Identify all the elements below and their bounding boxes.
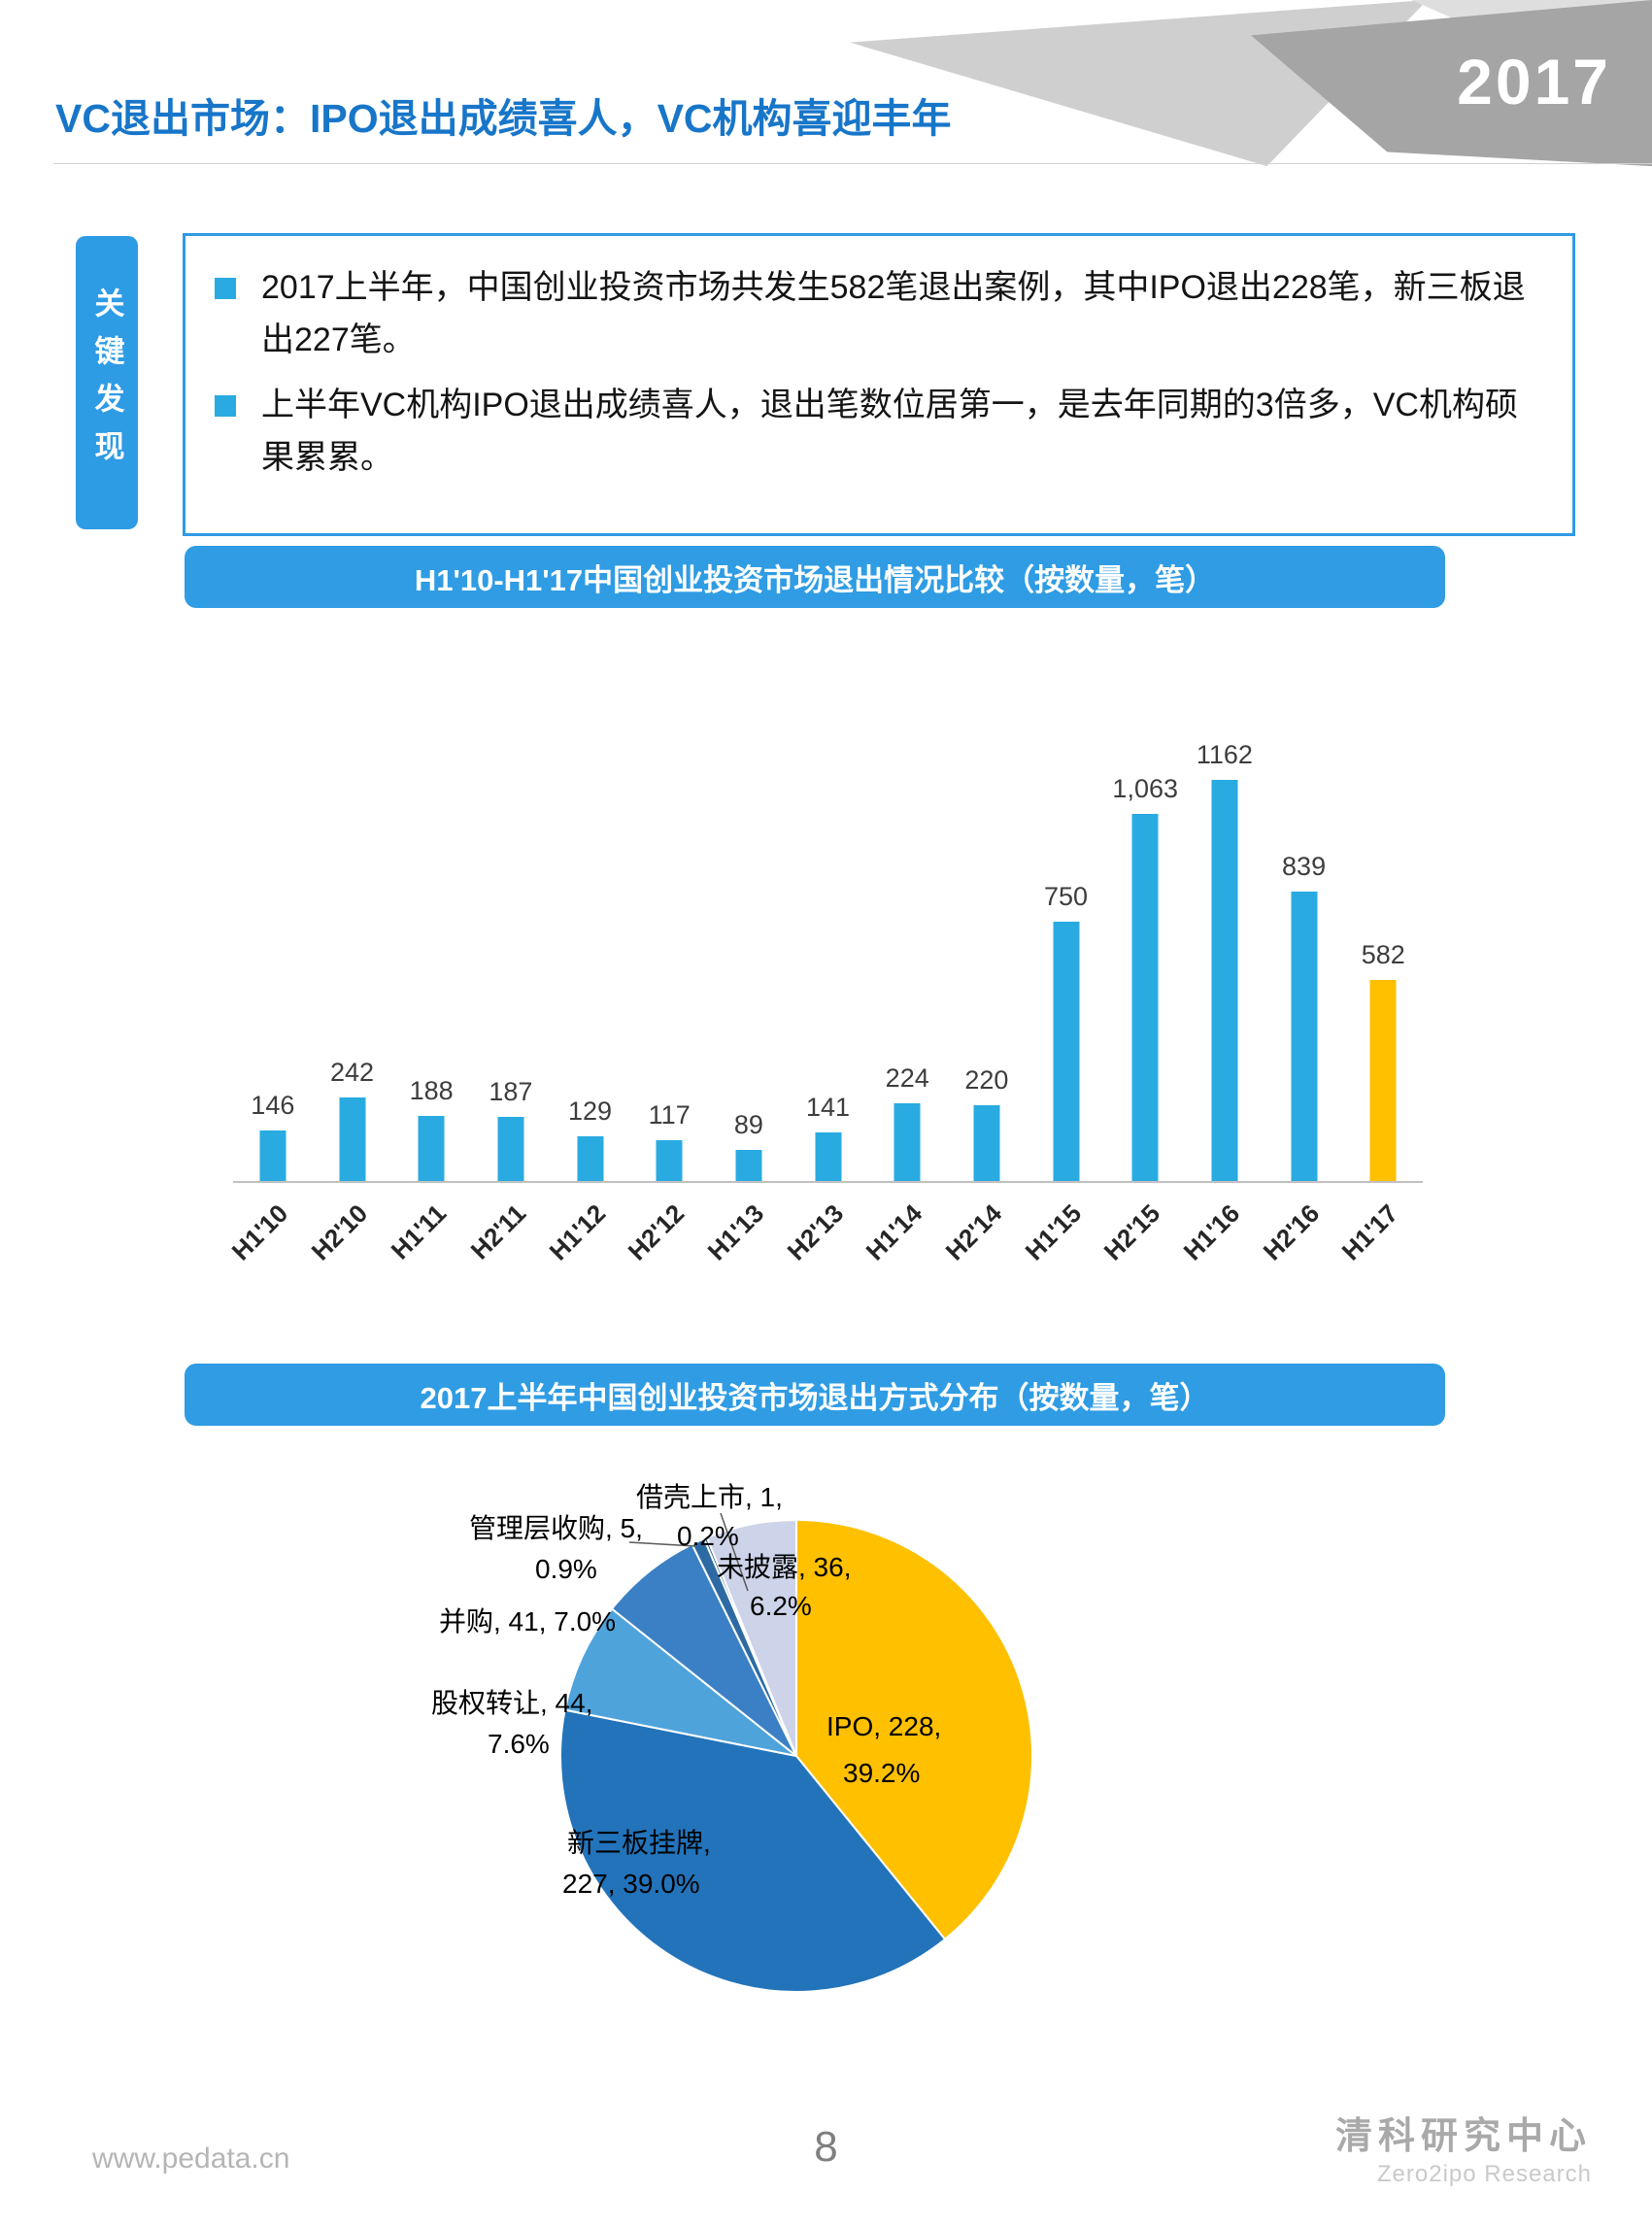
pie-label-equity-transfer-1: 股权转让, 44, — [431, 1688, 593, 1718]
key-findings-label: 关键发现 — [89, 287, 124, 478]
footer-website: www.pedata.cn — [92, 2142, 290, 2175]
bar-H1'11 — [418, 1116, 445, 1181]
bar-value-label: 187 — [489, 1077, 533, 1106]
pie-label-ipo-2: 39.2% — [843, 1758, 921, 1788]
bar-H2'13 — [815, 1132, 842, 1181]
pie-label-jieke-2: 0.2% — [677, 1521, 739, 1551]
bar-H1'12 — [577, 1136, 604, 1181]
bar-slot: 117 — [629, 714, 709, 1181]
pie-section: 借壳上市, 1, 0.2% 管理层收购, 5, 0.9% 并购, 41, 7.0… — [0, 1453, 1652, 2113]
pie-label-equity-transfer-2: 7.6% — [488, 1729, 550, 1759]
bar-H2'11 — [497, 1117, 524, 1181]
footer-brand: 清科研究中心 Zero2ipo Research — [1335, 2106, 1592, 2188]
bullet-square-icon — [215, 394, 236, 417]
bar-chart: 146 242 188 187 129 117 89 141 224 220 750 1,063 116… — [226, 714, 1423, 1345]
bar-value-label: 1,063 — [1112, 774, 1179, 803]
pie-chart — [559, 1519, 1033, 1993]
bar-H2'15 — [1131, 814, 1159, 1181]
pie-label-ipo-1: IPO, 228, — [826, 1711, 942, 1741]
bar-H1'14 — [893, 1103, 921, 1181]
bullet-square-icon — [215, 278, 236, 299]
bar-value-label: 750 — [1044, 882, 1089, 911]
bar-H2'14 — [973, 1105, 1000, 1181]
pie-label-ma: 并购, 41, 7.0% — [439, 1606, 617, 1636]
bar-H1'16 — [1211, 780, 1238, 1181]
bar-value-label: 839 — [1282, 852, 1327, 881]
bar-slot: 188 — [391, 714, 471, 1181]
brand-name-en: Zero2ipo Research — [1376, 2161, 1592, 2187]
pie-label-mbo-2: 0.9% — [535, 1554, 597, 1584]
bar-value-label: 224 — [885, 1063, 929, 1093]
bar-slot: 839 — [1264, 714, 1344, 1181]
pie-label-mbo-1: 管理层收购, 5, — [469, 1513, 643, 1543]
bar-slot: 1162 — [1185, 714, 1264, 1181]
pie-label-undisclosed-2: 6.2% — [750, 1591, 812, 1621]
page-title: VC退出市场：IPO退出成绩喜人，VC机构喜迎丰年 — [55, 96, 952, 141]
bar-slot: 224 — [867, 714, 947, 1181]
bar-chart-title-banner: H1'10-H1'17中国创业投资市场退出情况比较（按数量，笔） — [185, 546, 1445, 608]
bar-slot: 141 — [789, 714, 868, 1181]
bar-H1'15 — [1053, 922, 1080, 1181]
key-findings-tab: 关键发现 — [76, 236, 138, 529]
key-finding-text: 2017上半年，中国创业投资市场共发生582笔退出案例，其中IPO退出228笔，… — [261, 269, 1526, 359]
bar-slot: 582 — [1343, 714, 1423, 1181]
bar-value-label: 242 — [329, 1058, 375, 1087]
pie-label-jieke-1: 借壳上市, 1, — [636, 1482, 783, 1512]
bar-plot: 146 242 188 187 129 117 89 141 224 220 750 1,063 116… — [233, 714, 1423, 1183]
pie-label-neeq-1: 新三板挂牌, — [567, 1828, 711, 1858]
bar-H2'10 — [339, 1097, 365, 1181]
key-finding-item: 2017上半年，中国创业投资市场共发生582笔退出案例，其中IPO退出228笔，… — [215, 261, 1534, 367]
key-finding-text: 上半年VC机构IPO退出成绩喜人，退出笔数位居第一，是去年同期的3倍多，VC机构… — [261, 386, 1518, 477]
key-finding-item: 上半年VC机构IPO退出成绩喜人，退出笔数位居第一，是去年同期的3倍多，VC机构… — [215, 379, 1534, 485]
bar-slot: 187 — [471, 714, 551, 1181]
pie-slice-2 — [563, 1607, 797, 1757]
page-number: 8 — [814, 2123, 838, 2171]
bar-value-label: 146 — [251, 1091, 295, 1120]
bar-H1'13 — [735, 1150, 762, 1181]
bar-value-label: 129 — [567, 1096, 613, 1126]
bar-value-label: 220 — [964, 1065, 1009, 1095]
bar-H1'10 — [259, 1130, 287, 1181]
bar-slot: 242 — [313, 714, 392, 1181]
bar-slot: 146 — [233, 714, 313, 1181]
bar-H1'17 — [1369, 980, 1397, 1181]
key-findings-box: 2017上半年，中国创业投资市场共发生582笔退出案例，其中IPO退出228笔，… — [183, 233, 1575, 536]
title-divider — [53, 163, 1652, 164]
bar-H2'16 — [1291, 892, 1318, 1181]
brand-name-cn: 清科研究中心 — [1334, 2116, 1592, 2157]
pie-slice-0 — [795, 1519, 1033, 1940]
bar-value-label: 582 — [1361, 940, 1405, 969]
bar-value-label: 117 — [648, 1100, 691, 1130]
bar-slot: 89 — [709, 714, 789, 1181]
pie-label-neeq-2: 227, 39.0% — [562, 1869, 700, 1899]
bar-slot: 129 — [551, 714, 630, 1181]
year-badge: 2017 — [1457, 46, 1611, 118]
bar-H2'12 — [656, 1140, 683, 1181]
bar-value-label: 89 — [733, 1110, 763, 1139]
bar-slot: 220 — [947, 714, 1027, 1181]
pie-chart-title-banner: 2017上半年中国创业投资市场退出方式分布（按数量，笔） — [185, 1364, 1445, 1426]
bar-slot: 750 — [1027, 714, 1106, 1181]
bar-slot: 1,063 — [1105, 714, 1185, 1181]
bar-value-label: 188 — [409, 1076, 454, 1105]
header-graphic: 2017 — [850, 0, 1652, 177]
bar-value-label: 1162 — [1196, 740, 1253, 769]
bar-value-label: 141 — [806, 1093, 851, 1122]
pie-slice-1 — [559, 1708, 946, 1993]
pie-label-undisclosed-1: 未披露, 36, — [717, 1552, 852, 1582]
